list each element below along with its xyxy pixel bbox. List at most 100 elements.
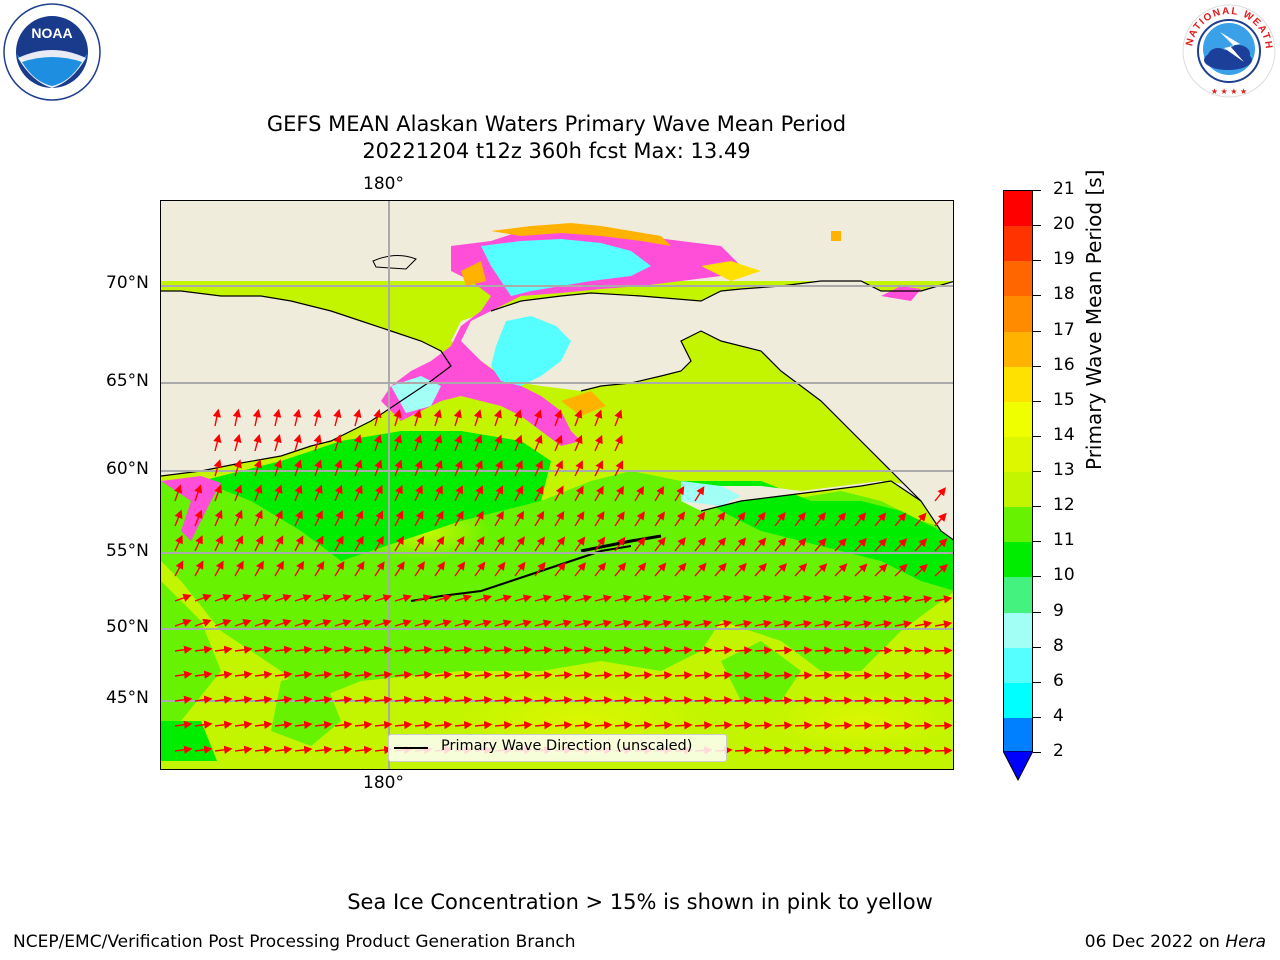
wave-arrow [754,594,773,604]
wave-arrow [734,721,753,730]
wave-arrow [874,721,893,730]
wave-arrow [694,537,706,552]
wave-arrow [714,511,726,527]
wave-arrow [814,563,828,577]
wave-arrow [274,695,293,705]
wave-arrow [514,695,533,705]
wave-arrow [654,721,673,730]
wave-arrow [394,484,403,502]
wave-arrow [914,721,933,730]
wave-arrow [493,409,502,427]
wave-arrow [434,434,443,452]
wave-arrow [434,645,453,655]
wave-arrow [473,409,482,427]
wave-arrow [314,720,333,730]
colorbar-tick-label: 20 [1053,214,1075,235]
wave-arrow [594,485,604,502]
colorbar-tick-mark [1033,365,1041,367]
wave-arrow [874,746,893,755]
wave-arrow [574,460,583,477]
map-panel [160,200,954,770]
wave-arrow [294,619,312,628]
wave-arrow [194,720,213,729]
footer-date-text: 06 Dec 2022 on [1084,932,1226,952]
wave-arrow [494,510,504,527]
wave-arrow [854,595,873,604]
colorbar-tick-label: 12 [1053,495,1075,516]
wave-arrow [894,721,913,730]
wave-arrow [894,620,913,629]
wave-arrow [393,408,402,427]
wave-arrow [334,535,344,552]
wave-arrow [174,670,193,679]
wave-arrow [794,537,807,552]
wave-arrow [294,484,303,502]
wave-arrow [534,510,545,527]
wave-arrow [574,671,593,680]
colorbar-bin [1004,472,1032,508]
wave-arrow [814,671,833,680]
wave-arrow [674,594,693,603]
wave-arrow [414,561,425,577]
wave-arrow [794,671,813,680]
colorbar-bin [1004,647,1032,684]
wave-arrow [272,408,282,427]
wave-arrow [774,696,793,705]
wave-arrow [454,434,463,452]
wave-arrow [654,485,665,502]
wave-arrow [374,510,384,527]
lat-label-55: 55°N [106,541,149,561]
wave-arrow [834,595,853,604]
wave-arrow [614,434,623,452]
wave-arrow [354,670,373,680]
wave-arrow [574,646,593,655]
colorbar-tick-mark [1033,752,1041,753]
wave-arrow [234,594,252,602]
wave-arrow [894,671,913,680]
wave-arrow [854,563,868,577]
wave-arrow [734,562,747,577]
wave-arrow [294,745,313,755]
wave-arrow [454,670,473,680]
wave-arrow [374,695,393,705]
wave-arrow [294,535,304,552]
wave-arrow [554,696,573,705]
colorbar-bin [1004,682,1032,719]
wave-arrow [834,563,848,577]
wave-arrow [274,745,293,755]
colorbar-tick-mark [1033,225,1041,227]
wave-arrow [234,535,243,552]
wave-arrow [634,671,653,680]
wave-arrow [814,721,833,730]
wave-arrow [314,619,332,628]
wave-arrow [213,459,222,477]
wave-arrow [794,746,813,755]
nws-logo: NATIONAL WEATHER SERVICE ★ ★ ★ ★ [1176,0,1278,100]
wave-arrow [674,671,693,680]
wave-arrow [874,537,887,552]
wave-arrow [253,459,262,477]
wave-arrow [814,619,833,629]
wave-arrow [754,562,767,577]
wave-arrow [734,746,753,755]
colorbar-bin [1004,577,1032,613]
wave-arrow [274,560,284,577]
map-canvas [161,201,953,769]
colorbar-bin [1004,296,1032,332]
wave-arrow [314,670,333,680]
wave-arrow [794,563,808,577]
wave-arrow [334,459,343,477]
sea-ice-note: Sea Ice Concentration > 15% is shown in … [347,890,933,914]
wave-arrow [494,619,513,628]
wave-arrow [714,696,733,705]
wave-arrow [894,538,908,552]
wave-arrow [654,646,673,655]
wave-arrow [214,720,233,729]
wave-arrow [474,561,486,577]
wave-arrow [674,485,685,502]
footer-credit: NCEP/EMC/Verification Post Processing Pr… [13,932,576,952]
wave-arrow [274,619,292,628]
wave-arrow [574,409,583,427]
colorbar-bin [1004,542,1032,578]
wave-arrow [514,594,533,603]
